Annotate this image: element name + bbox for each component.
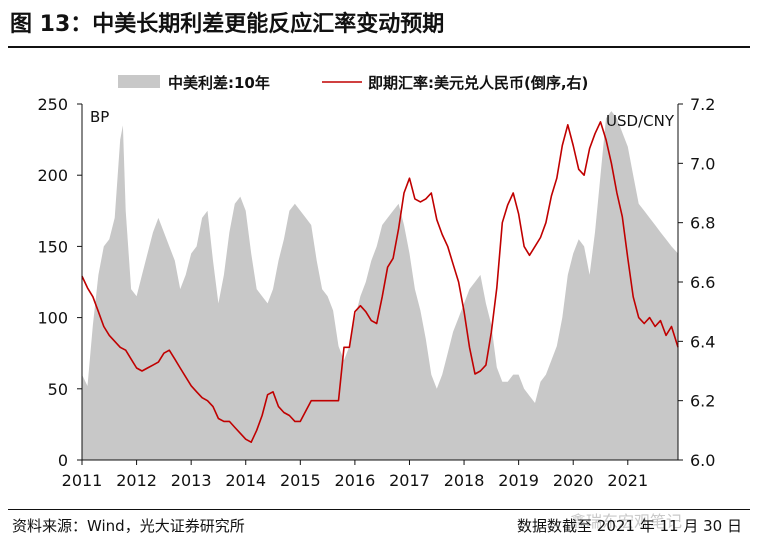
right-tick-label: 7.2 — [690, 95, 715, 114]
right-tick-label: 6.8 — [690, 214, 715, 233]
date-note: 数据数截至 2021 年 11 月 30 日 — [517, 517, 742, 535]
legend-label-spread: 中美利差:10年 — [168, 74, 270, 92]
right-axis-unit: USD/CNY — [606, 112, 675, 130]
axes: 0 50 100 150 200 250 6.0 6.2 6.4 6.6 6.8 7.0 7.2 2011… — [37, 95, 715, 490]
x-tick-label: 2016 — [335, 471, 376, 490]
left-tick-label: 0 — [58, 451, 68, 470]
spread-area — [82, 111, 678, 460]
x-tick-label: 2020 — [553, 471, 594, 490]
x-tick-label: 2017 — [389, 471, 430, 490]
x-tick-label: 2018 — [444, 471, 485, 490]
spread-area-layer — [82, 111, 678, 460]
x-tick-label: 2011 — [62, 471, 103, 490]
fx-line-layer — [81, 121, 679, 444]
x-tick-label: 2014 — [225, 471, 266, 490]
left-tick-label: 250 — [37, 95, 68, 114]
x-tick-label: 2013 — [171, 471, 212, 490]
legend: 中美利差:10年 即期汇率:美元兑人民币(倒序,右) — [118, 74, 588, 92]
right-tick-label: 6.4 — [690, 332, 715, 351]
chart-canvas: 中美利差:10年 即期汇率:美元兑人民币(倒序,右) 0 50 100 150 200 2… — [37, 74, 715, 490]
left-tick-label: 50 — [48, 380, 68, 399]
x-tick-label: 2021 — [607, 471, 648, 490]
title-rule — [8, 46, 750, 48]
left-tick-label: 200 — [37, 166, 68, 185]
watermark: 鑫瑞东宏观笔记 — [570, 512, 683, 531]
legend-swatch-spread — [118, 75, 160, 88]
left-axis-unit: BP — [90, 108, 109, 126]
fx-line — [81, 121, 679, 444]
left-tick-label: 150 — [37, 237, 68, 256]
x-tick-label: 2019 — [498, 471, 539, 490]
right-tick-label: 7.0 — [690, 154, 715, 173]
x-tick-label: 2012 — [116, 471, 157, 490]
source-note: 资料来源：Wind，光大证券研究所 — [12, 517, 245, 535]
right-tick-label: 6.2 — [690, 392, 715, 411]
right-tick-label: 6.0 — [690, 451, 715, 470]
legend-label-fx: 即期汇率:美元兑人民币(倒序,右) — [368, 74, 588, 92]
right-tick-label: 6.6 — [690, 273, 715, 292]
left-tick-label: 100 — [37, 309, 68, 328]
x-tick-label: 2015 — [280, 471, 321, 490]
footer-rule — [8, 509, 750, 510]
page-title: 图 13：中美长期利差更能反应汇率变动预期 — [10, 12, 445, 37]
